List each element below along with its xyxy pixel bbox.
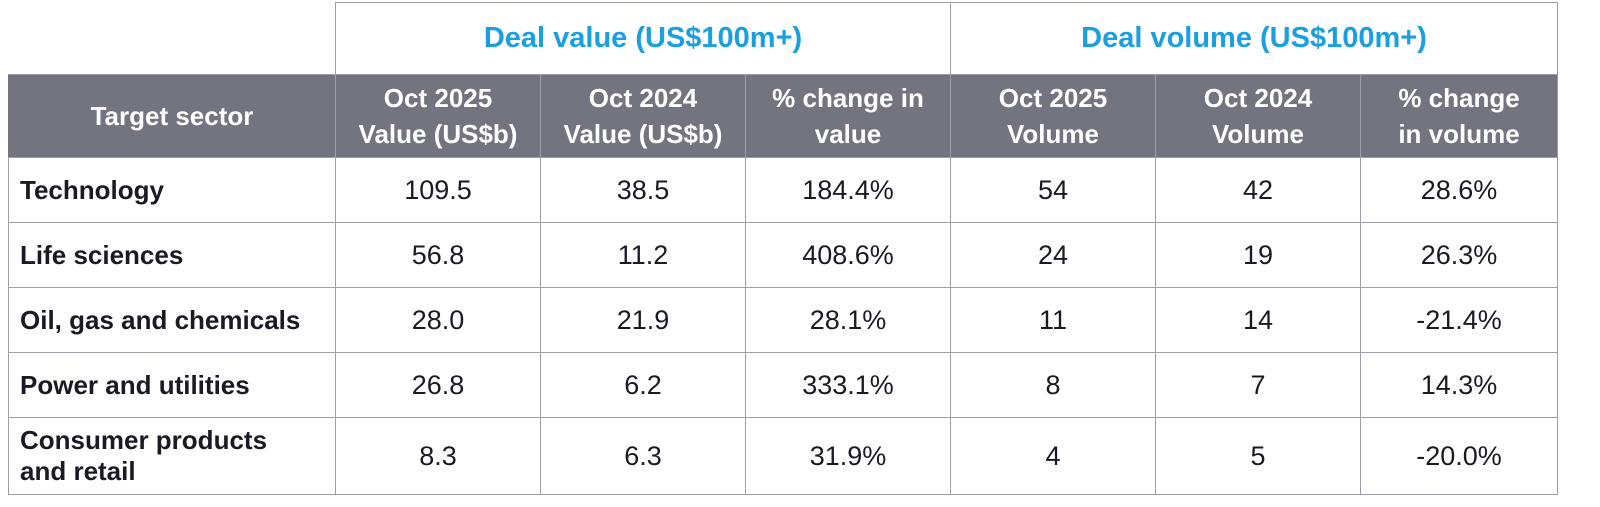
table-row: Oil, gas and chemicals 28.0 21.9 28.1% 1…: [8, 287, 1558, 353]
value-cell: 31.9%: [745, 417, 951, 495]
column-header-line: Value (US$b): [358, 119, 518, 149]
column-header-oct-2024-volume: Oct 2024 Volume: [1155, 74, 1361, 158]
sector-label: Technology: [20, 174, 164, 205]
column-header-line: Target sector: [90, 101, 254, 131]
value-cell: 28.6%: [1360, 157, 1558, 223]
value-cell: -20.0%: [1360, 417, 1558, 495]
column-header-line: Oct 2025: [998, 83, 1108, 113]
sector-label: Oil, gas and chemicals: [20, 304, 301, 335]
value-cell: 11: [950, 287, 1156, 353]
sector-label: and retail: [20, 456, 136, 486]
column-header-line: value: [814, 119, 882, 149]
value-cell: 54: [950, 157, 1156, 223]
value-cell: -21.4%: [1360, 287, 1558, 353]
column-header-line: % change: [1398, 83, 1520, 113]
column-header-oct-2025-value: Oct 2025 Value (US$b): [335, 74, 541, 158]
column-header-row: Target sector Oct 2025 Value (US$b) Oct …: [8, 74, 1558, 158]
value-cell: 408.6%: [745, 222, 951, 288]
deals-table: Deal value (US$100m+) Deal volume (US$10…: [8, 2, 1558, 495]
column-header-line: % change in: [772, 83, 924, 113]
table-body: Technology 109.5 38.5 184.4% 54 42 28.6%…: [8, 157, 1558, 495]
group-header-row: Deal value (US$100m+) Deal volume (US$10…: [8, 2, 1558, 75]
column-header-oct-2025-volume: Oct 2025 Volume: [950, 74, 1156, 158]
value-cell: 28.0: [335, 287, 541, 353]
value-cell: 8.3: [335, 417, 541, 495]
column-header-line: Oct 2025: [383, 83, 493, 113]
column-header-line: Volume: [1007, 119, 1099, 149]
value-cell: 26.8: [335, 352, 541, 418]
column-header-line: Oct 2024: [588, 83, 698, 113]
value-cell: 21.9: [540, 287, 746, 353]
value-cell: 11.2: [540, 222, 746, 288]
value-cell: 6.3: [540, 417, 746, 495]
sector-label: Consumer products: [20, 425, 268, 455]
column-header-line: Oct 2024: [1203, 83, 1313, 113]
value-cell: 184.4%: [745, 157, 951, 223]
column-header-line: Value (US$b): [563, 119, 723, 149]
value-cell: 7: [1155, 352, 1361, 418]
value-cell: 38.5: [540, 157, 746, 223]
column-header-line: in volume: [1398, 119, 1520, 149]
value-cell: 5: [1155, 417, 1361, 495]
value-cell: 6.2: [540, 352, 746, 418]
value-cell: 42: [1155, 157, 1361, 223]
value-cell: 56.8: [335, 222, 541, 288]
sector-cell: Power and utilities: [8, 352, 336, 418]
column-header-line: Volume: [1212, 119, 1304, 149]
sector-label: Power and utilities: [20, 369, 250, 400]
value-cell: 26.3%: [1360, 222, 1558, 288]
value-cell: 14.3%: [1360, 352, 1558, 418]
table-row: Technology 109.5 38.5 184.4% 54 42 28.6%: [8, 157, 1558, 223]
deal-value-group-header: Deal value (US$100m+): [335, 2, 951, 75]
table-row: Consumer products and retail 8.3 6.3 31.…: [8, 417, 1558, 495]
value-cell: 24: [950, 222, 1156, 288]
sector-cell: Technology: [8, 157, 336, 223]
sector-label: Life sciences: [20, 239, 184, 270]
value-cell: 4: [950, 417, 1156, 495]
value-cell: 14: [1155, 287, 1361, 353]
empty-corner-cell: [8, 2, 336, 75]
sector-cell: Consumer products and retail: [8, 417, 336, 495]
value-cell: 8: [950, 352, 1156, 418]
sector-cell: Oil, gas and chemicals: [8, 287, 336, 353]
table-row: Power and utilities 26.8 6.2 333.1% 8 7 …: [8, 352, 1558, 418]
column-header-target-sector: Target sector: [8, 74, 336, 158]
column-header-volume-change: % change in volume: [1360, 74, 1558, 158]
deal-volume-group-header: Deal volume (US$100m+): [950, 2, 1558, 75]
sector-cell: Life sciences: [8, 222, 336, 288]
column-header-oct-2024-value: Oct 2024 Value (US$b): [540, 74, 746, 158]
column-header-value-change: % change in value: [745, 74, 951, 158]
value-cell: 19: [1155, 222, 1361, 288]
value-cell: 109.5: [335, 157, 541, 223]
value-cell: 28.1%: [745, 287, 951, 353]
value-cell: 333.1%: [745, 352, 951, 418]
table-row: Life sciences 56.8 11.2 408.6% 24 19 26.…: [8, 222, 1558, 288]
